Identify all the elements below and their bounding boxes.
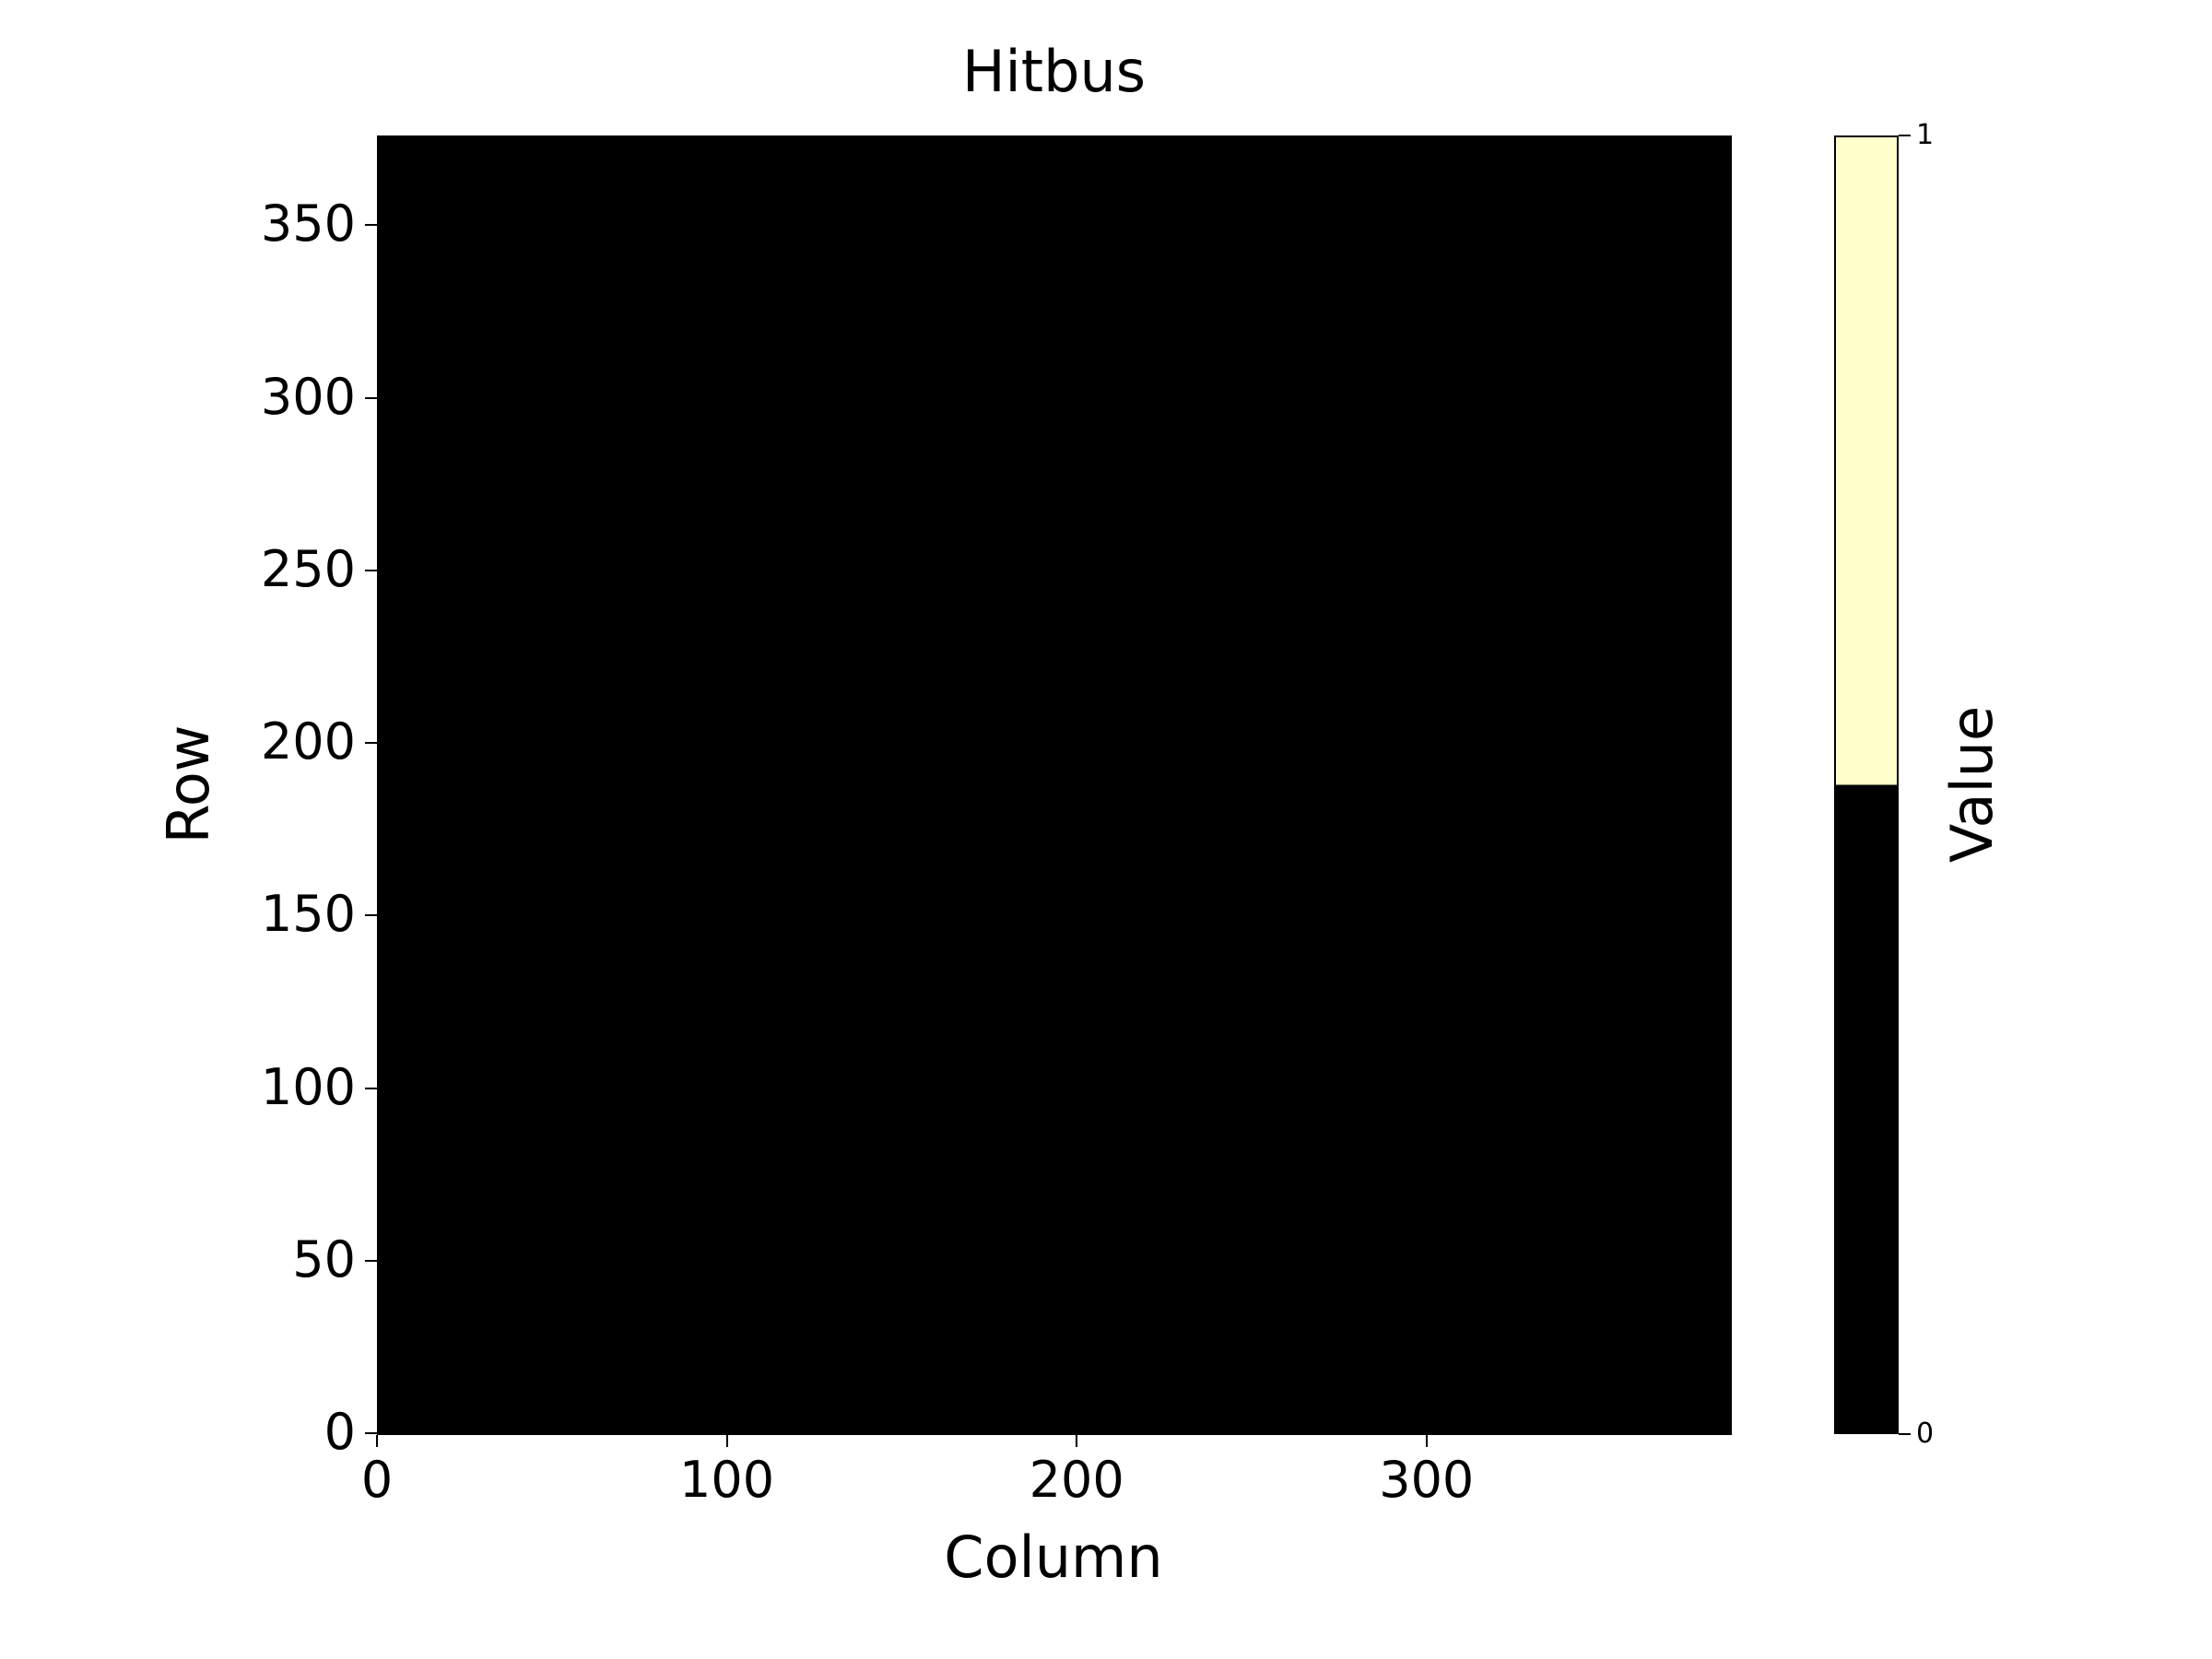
- axis-spine-bottom: [377, 1433, 1732, 1435]
- x-tick-label: 100: [679, 1451, 775, 1509]
- colorbar-tick-label: 0: [1916, 1418, 1935, 1450]
- y-axis-label: Row: [155, 724, 222, 844]
- y-tick-mark: [365, 1087, 377, 1089]
- colorbar-label: Value: [1938, 705, 2006, 864]
- axis-spine-top: [377, 135, 1732, 137]
- x-tick-label: 300: [1379, 1451, 1475, 1509]
- x-tick-label: 0: [360, 1451, 394, 1509]
- y-tick-mark: [365, 224, 377, 227]
- y-tick-label: 100: [260, 1057, 356, 1116]
- x-tick-label: 200: [1029, 1451, 1124, 1509]
- y-tick-mark: [365, 742, 377, 745]
- y-tick-mark: [365, 1432, 377, 1434]
- y-tick-mark: [365, 1259, 377, 1262]
- x-tick-mark: [1076, 1435, 1078, 1447]
- heatmap-image[interactable]: [377, 135, 1731, 1433]
- y-tick-label: 250: [260, 539, 356, 598]
- heatmap-axes[interactable]: [377, 135, 1731, 1433]
- y-tick-label: 0: [324, 1403, 356, 1461]
- y-tick-label: 350: [260, 194, 356, 253]
- page-title: Hitbus: [961, 38, 1147, 105]
- colorbar[interactable]: [1834, 135, 1899, 1434]
- y-tick-label: 50: [292, 1230, 356, 1288]
- y-tick-label: 300: [260, 367, 356, 426]
- y-tick-label: 200: [260, 712, 356, 771]
- y-tick-label: 150: [260, 885, 356, 944]
- x-tick-mark: [1425, 1435, 1428, 1447]
- y-tick-mark: [365, 914, 377, 917]
- colorbar-gradient: [1836, 137, 1897, 1432]
- axis-spine-left: [377, 135, 379, 1435]
- axis-spine-right: [1730, 135, 1732, 1435]
- x-tick-mark: [376, 1435, 378, 1447]
- colorbar-tick-mark: [1899, 1433, 1911, 1435]
- colorbar-tick-label: 1: [1916, 119, 1935, 151]
- y-tick-mark: [365, 569, 377, 571]
- x-tick-mark: [725, 1435, 728, 1447]
- x-axis-label: Column: [944, 1524, 1163, 1591]
- colorbar-tick-mark: [1899, 135, 1911, 136]
- y-tick-mark: [365, 396, 377, 399]
